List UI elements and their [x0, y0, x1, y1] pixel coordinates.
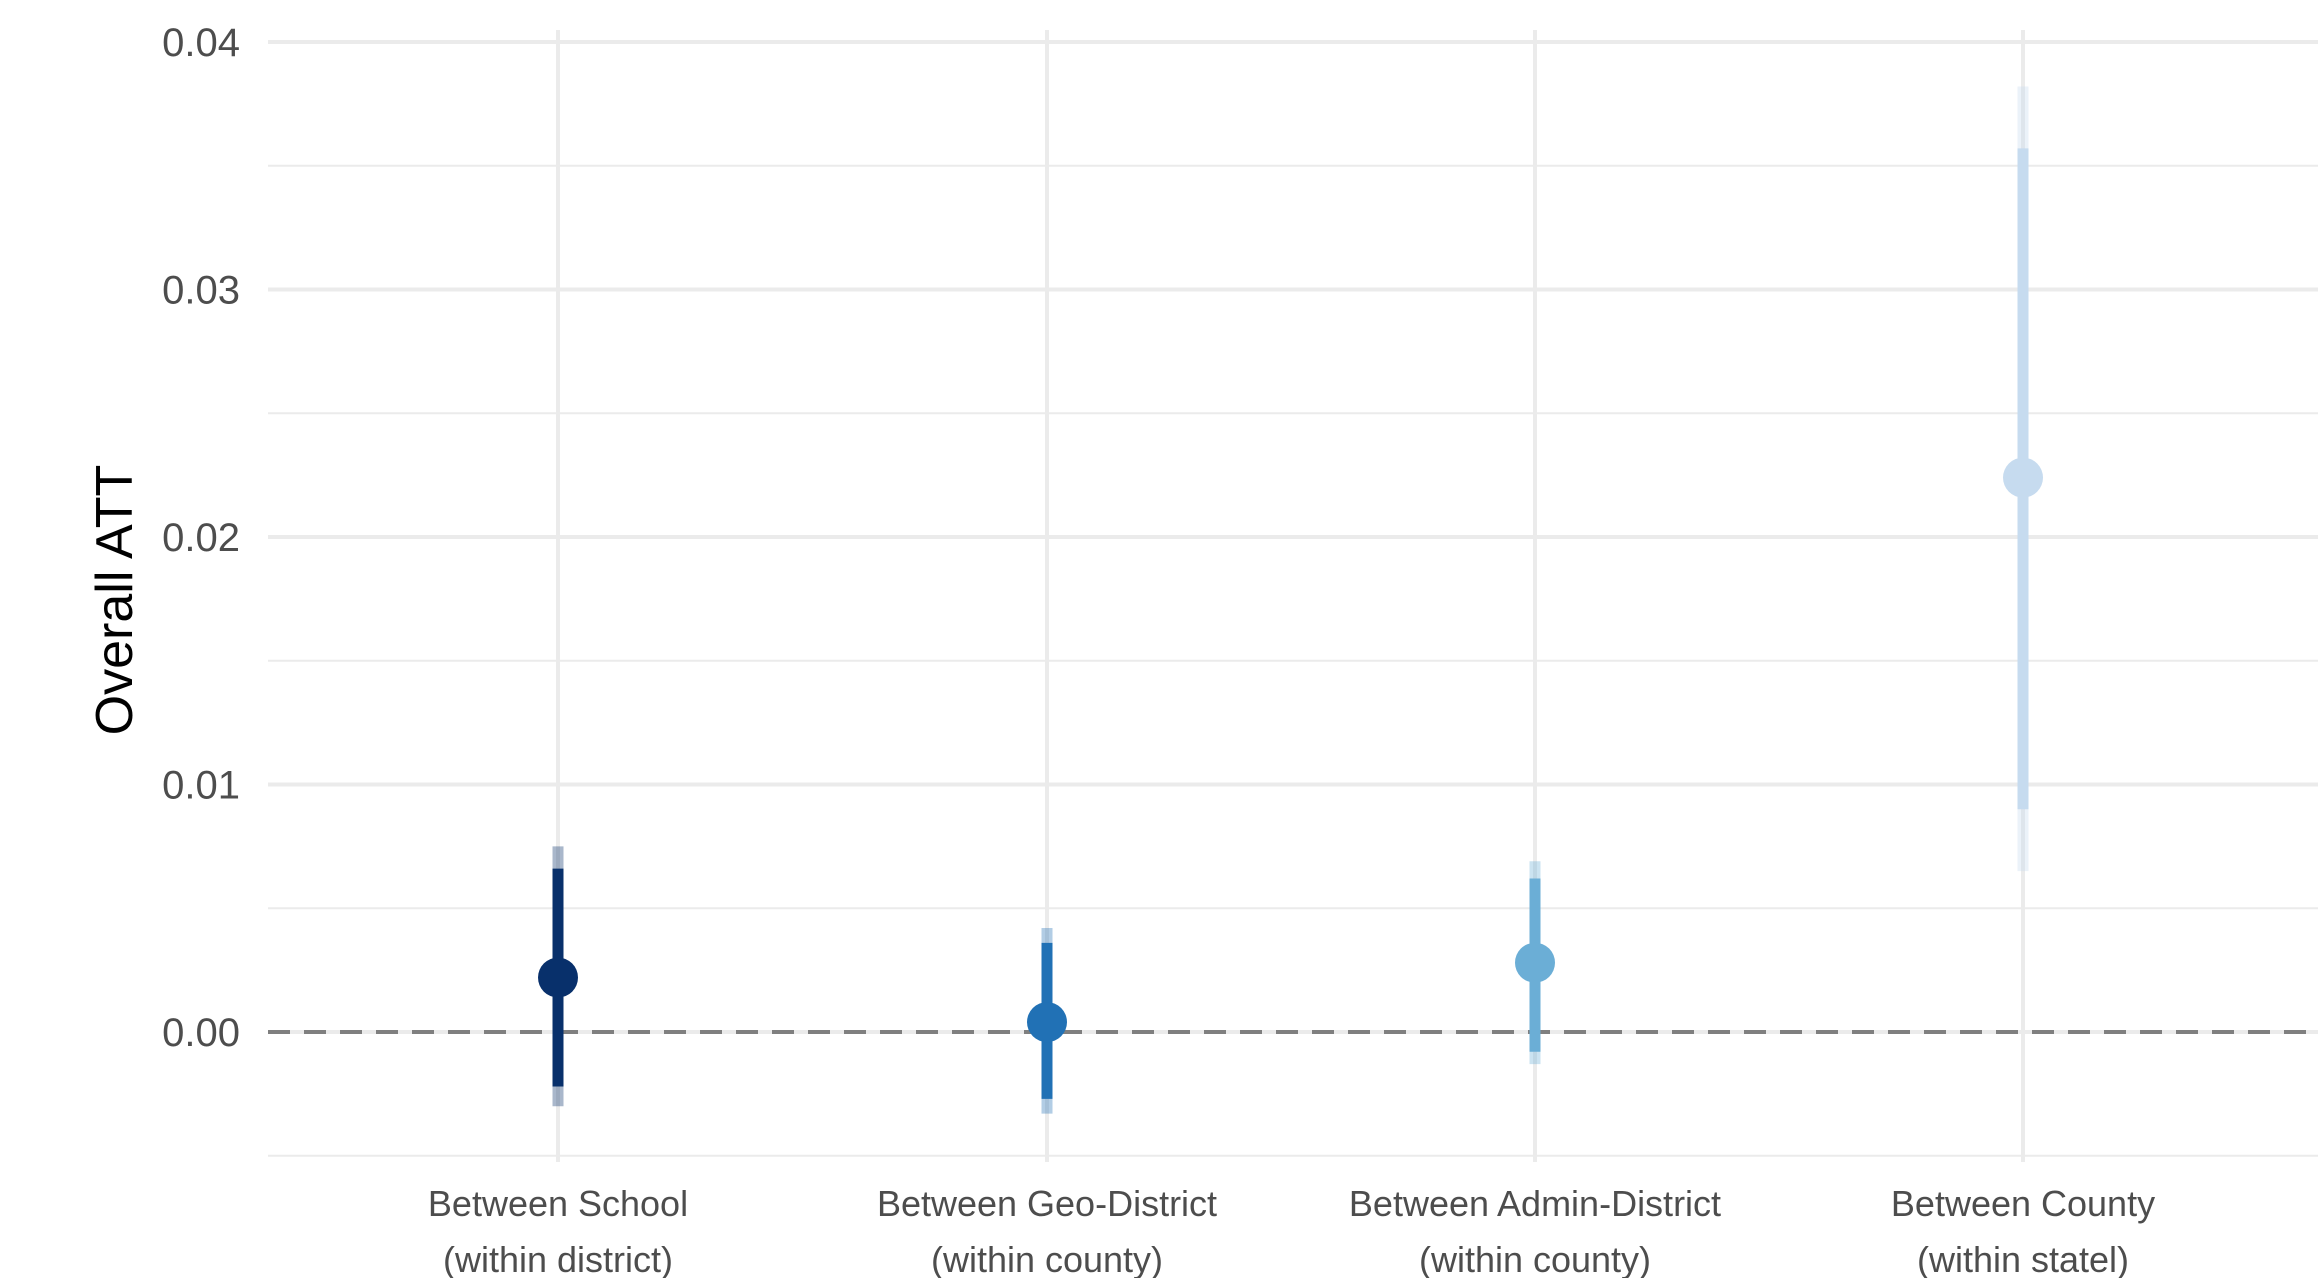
- estimate-group: [538, 846, 578, 1107]
- x-category-label-line2: (within county): [1419, 1239, 1651, 1278]
- point-estimate: [1515, 942, 1555, 983]
- y-tick-label: 0.04: [162, 21, 240, 65]
- y-tick-label: 0.00: [162, 1011, 240, 1055]
- estimate-group: [1515, 861, 1555, 1065]
- y-axis-title: Overall ATT: [86, 465, 144, 736]
- x-category-label-line1: Between Admin-District: [1349, 1183, 1721, 1224]
- estimate-group: [1027, 928, 1067, 1114]
- y-tick-label: 0.03: [162, 269, 240, 313]
- x-category-label-line1: Between School: [428, 1183, 688, 1224]
- x-category-label-line2: (within district): [443, 1239, 673, 1278]
- y-tick-label: 0.01: [162, 764, 240, 808]
- x-category-label-line2: (within county): [931, 1239, 1163, 1278]
- minor-gridlines: [268, 164, 2318, 1157]
- point-estimates: [538, 86, 2043, 1114]
- x-category-label-line1: Between County: [1891, 1183, 2155, 1224]
- x-category-label-line1: Between Geo-District: [877, 1183, 1217, 1224]
- estimate-group: [2003, 86, 2043, 872]
- vertical-gridlines: [556, 30, 2025, 1162]
- point-estimate: [1027, 1002, 1067, 1043]
- major-gridlines: [268, 40, 2318, 1034]
- point-estimate: [538, 957, 578, 998]
- y-tick-label: 0.02: [162, 516, 240, 560]
- y-axis-tick-labels: 0.00 0.01 0.02 0.03 0.04: [162, 21, 240, 1055]
- x-axis-category-labels: Between School (within district) Between G…: [428, 1183, 2155, 1278]
- x-category-label-line2: (within statel): [1917, 1239, 2129, 1278]
- point-estimate: [2003, 457, 2043, 498]
